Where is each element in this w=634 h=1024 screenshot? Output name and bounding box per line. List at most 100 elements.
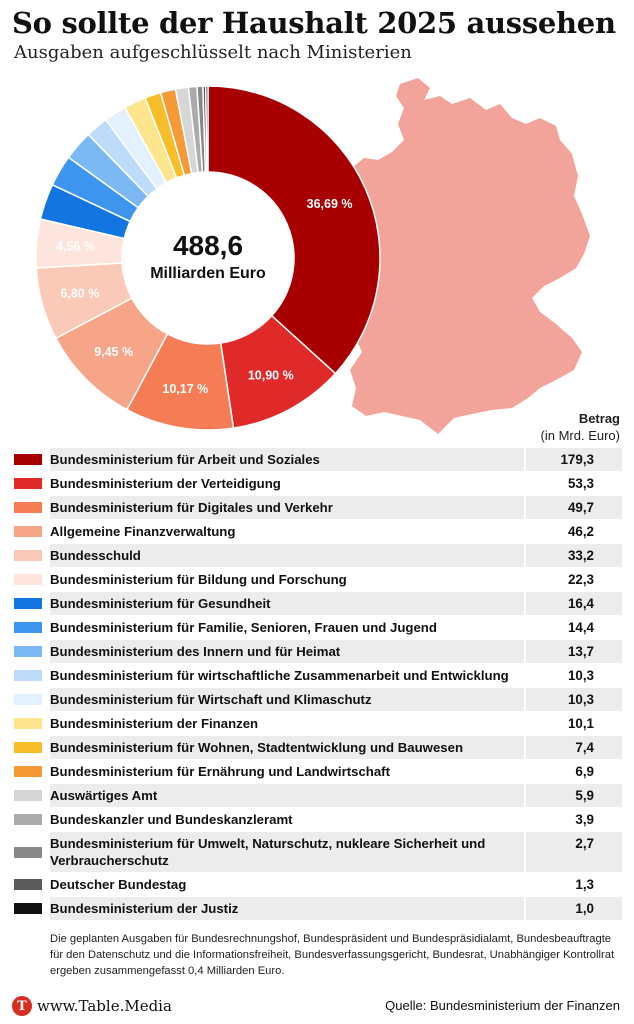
ministry-name: Deutscher Bundestag	[50, 877, 187, 892]
footnote: Die geplanten Ausgaben für Bundesrechnun…	[50, 933, 615, 977]
ministry-name: Bundesministerium für Wirtschaft und Kli…	[50, 688, 524, 711]
table-media-logo-icon: T	[12, 996, 32, 1016]
legend-swatch	[14, 742, 42, 753]
legend-swatch-cell	[14, 616, 42, 639]
ministry-name: Bundesministerium für Arbeit und Soziale…	[50, 448, 524, 471]
amount-value: 10,3	[526, 688, 622, 711]
amount-value: 1,0	[526, 897, 622, 920]
amount-value: 49,7	[526, 496, 622, 519]
amount-value: 53,3	[567, 476, 594, 491]
table-row: Bundesministerium für Wohnen, Stadtentwi…	[14, 736, 622, 760]
site-url[interactable]: www.Table.Media	[37, 997, 172, 1015]
legend-swatch	[14, 502, 42, 513]
legend-swatch-cell	[14, 520, 42, 543]
donut-slice	[205, 85, 209, 173]
legend-swatch-cell	[14, 712, 42, 735]
ministry-name: Bundesschuld	[50, 544, 524, 567]
ministry-name: Bundesministerium für Ernährung und Land…	[50, 764, 390, 779]
legend-swatch	[14, 790, 42, 801]
table-row: Bundesministerium für Familie, Senioren,…	[14, 616, 622, 640]
table-row: Allgemeine Finanzverwaltung 46,2	[14, 520, 622, 544]
table-row: Bundesministerium für Arbeit und Soziale…	[14, 448, 622, 472]
amount-value: 33,2	[526, 544, 622, 567]
chart-subtitle: Ausgaben aufgeschlüsselt nach Ministerie…	[14, 42, 412, 63]
table-row: Deutscher Bundestag 1,3	[14, 873, 622, 897]
table-row: Bundesministerium für wirtschaftliche Zu…	[14, 664, 622, 688]
site-brand[interactable]: T www.Table.Media	[12, 996, 172, 1016]
legend-swatch	[14, 846, 42, 858]
amount-value: 5,9	[526, 784, 622, 807]
legend-swatch-cell	[14, 472, 42, 495]
slice-percent-label: 6,80 %	[60, 287, 99, 301]
legend-swatch-cell	[14, 808, 42, 831]
ministry-name: Bundesministerium für Umwelt, Naturschut…	[50, 832, 524, 872]
legend-swatch	[14, 646, 42, 657]
legend-swatch-cell	[14, 448, 42, 471]
amount-value: 3,9	[575, 812, 594, 827]
slice-percent-label: 10,17 %	[162, 382, 208, 396]
amount-value: 13,7	[526, 640, 622, 663]
table-row: Bundesministerium für Digitales und Verk…	[14, 496, 622, 520]
ministry-name: Allgemeine Finanzverwaltung	[50, 524, 236, 539]
slice-percent-label: 10,90 %	[248, 368, 294, 382]
legend-swatch	[14, 879, 42, 890]
legend-swatch	[14, 598, 42, 609]
source-credit: Quelle: Bundesministerium der Finanzen	[385, 998, 620, 1013]
ministry-name: Auswärtiges Amt	[50, 784, 524, 807]
ministry-name: Bundeskanzler und Bundeskanzleramt	[50, 812, 293, 827]
legend-swatch-cell	[14, 568, 42, 591]
table-row: Bundesschuld 33,2	[14, 544, 622, 568]
budget-table: Bundesministerium für Arbeit und Soziale…	[14, 448, 622, 921]
ministry-name: Bundesministerium der Verteidigung	[50, 476, 281, 491]
legend-swatch-cell	[14, 592, 42, 615]
table-row: Bundesministerium für Gesundheit 16,4	[14, 592, 622, 616]
legend-swatch-cell	[14, 873, 42, 896]
table-row: Bundesministerium der Finanzen 10,1	[14, 712, 622, 736]
germany-map	[340, 78, 590, 434]
table-row: Bundeskanzler und Bundeskanzleramt 3,9	[14, 808, 622, 832]
ministry-name: Bundesministerium für Wohnen, Stadtentwi…	[50, 736, 524, 759]
table-row: Bundesministerium für Bildung und Forsch…	[14, 568, 622, 592]
slice-percent-label: 9,45 %	[94, 345, 133, 359]
legend-swatch	[14, 478, 42, 489]
table-row: Bundesministerium der Verteidigung 53,3	[14, 472, 622, 496]
amount-value: 16,4	[526, 592, 622, 615]
amount-value: 10,3	[567, 668, 594, 683]
legend-swatch	[14, 670, 42, 681]
legend-swatch-cell	[14, 544, 42, 567]
donut-hole	[122, 172, 294, 344]
legend-swatch-cell	[14, 736, 42, 759]
legend-swatch	[14, 526, 42, 537]
amount-value: 7,4	[526, 736, 622, 759]
amount-value: 14,4	[567, 620, 594, 635]
legend-swatch-cell	[14, 897, 42, 920]
table-row: Bundesministerium der Justiz 1,0	[14, 897, 622, 921]
amount-value: 22,3	[567, 572, 594, 587]
amount-header-label: Betrag	[578, 411, 620, 426]
amount-value: 10,1	[567, 716, 594, 731]
amount-column-header: Betrag (in Mrd. Euro)	[541, 410, 620, 444]
table-row: Bundesministerium des Innern und für Hei…	[14, 640, 622, 664]
legend-swatch-cell	[14, 688, 42, 711]
amount-value: 179,3	[526, 448, 622, 471]
table-row: Bundesministerium für Wirtschaft und Kli…	[14, 688, 622, 712]
legend-swatch-cell	[14, 640, 42, 663]
amount-value: 46,2	[567, 524, 594, 539]
ministry-name: Bundesministerium der Justiz	[50, 897, 524, 920]
table-row: Auswärtiges Amt 5,9	[14, 784, 622, 808]
ministry-name: Bundesministerium der Finanzen	[50, 716, 259, 731]
legend-swatch	[14, 814, 42, 825]
amount-value: 1,3	[575, 877, 594, 892]
legend-swatch-cell	[14, 832, 42, 872]
legend-swatch-cell	[14, 760, 42, 783]
legend-swatch-cell	[14, 784, 42, 807]
table-row: Bundesministerium für Umwelt, Naturschut…	[14, 832, 622, 873]
donut-chart: 36,69 %10,90 %10,17 %9,45 %6,80 %4,56 % …	[35, 78, 590, 434]
amount-value: 6,9	[575, 764, 594, 779]
legend-swatch	[14, 766, 42, 777]
slice-percent-label: 4,56 %	[56, 240, 95, 254]
ministry-name: Bundesministerium für Bildung und Forsch…	[50, 572, 347, 587]
legend-swatch	[14, 550, 42, 561]
legend-swatch	[14, 574, 42, 585]
ministry-name: Bundesministerium des Innern und für Hei…	[50, 640, 524, 663]
